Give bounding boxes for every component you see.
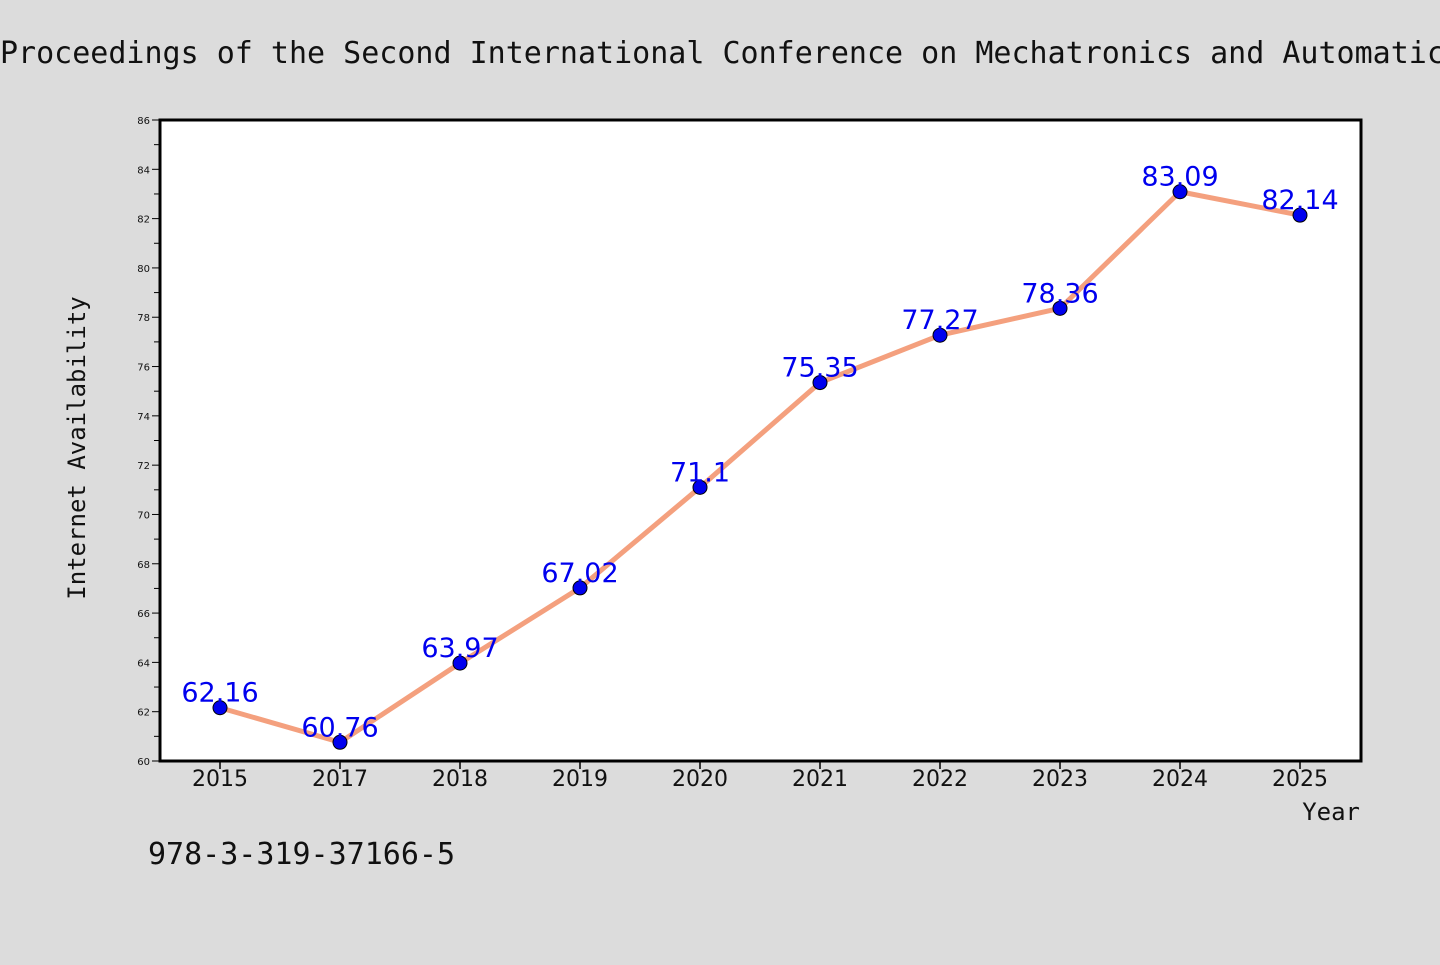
x-tick-label: 2018 — [432, 767, 488, 792]
data-label-2020: 71.1 — [670, 457, 730, 488]
data-point-2025 — [1292, 207, 1308, 223]
data-label-2018: 63.97 — [421, 633, 498, 664]
plot-area — [160, 120, 1361, 761]
data-label-2019: 67.02 — [541, 558, 618, 589]
x-tick-label: 2022 — [912, 767, 968, 792]
y-tick-label: 62 — [137, 708, 150, 719]
x-tick-label: 2021 — [792, 767, 848, 792]
series-internet-availability: 62.16 60.76 63.97 67.02 71.1 75.35 77.27 78.36 8… — [181, 162, 1339, 750]
data-label-2023: 78.36 — [1021, 278, 1098, 309]
y-tick-label: 80 — [137, 264, 150, 275]
x-tick-label: 2024 — [1152, 767, 1208, 792]
data-label-2025: 82.14 — [1261, 185, 1338, 216]
data-point-2020 — [692, 479, 708, 495]
data-point-2023 — [1052, 300, 1068, 316]
data-label-2017: 60.76 — [301, 712, 378, 743]
y-tick-label: 60 — [137, 757, 150, 768]
y-tick-label: 68 — [137, 560, 150, 571]
y-tick-label: 70 — [137, 510, 150, 521]
data-point-2018 — [452, 655, 468, 671]
y-axis: 60 62 64 66 68 70 72 74 76 78 80 82 84 86 — [137, 116, 160, 768]
data-label-2024: 83.09 — [1141, 162, 1218, 193]
data-point-2024 — [1172, 184, 1188, 200]
x-tick-label: 2025 — [1272, 767, 1328, 792]
y-tick-label: 86 — [137, 116, 150, 127]
x-tick-label: 2020 — [672, 767, 728, 792]
y-tick-label: 66 — [137, 609, 150, 620]
x-tick-label: 2015 — [192, 767, 248, 792]
data-point-2015 — [212, 700, 228, 716]
y-axis-label: Internet Availability — [63, 296, 91, 599]
data-label-2022: 77.27 — [901, 305, 978, 336]
y-tick-label: 76 — [137, 363, 150, 374]
data-point-2019 — [572, 580, 588, 596]
plot-frame — [158, 118, 1363, 763]
series-line — [217, 189, 1303, 745]
data-label-2021: 75.35 — [781, 353, 858, 384]
y-tick-label: 74 — [137, 412, 150, 423]
x-tick-label: 2019 — [552, 767, 608, 792]
y-tick-label: 72 — [137, 461, 150, 472]
x-tick-label: 2017 — [312, 767, 368, 792]
data-label-2015: 62.16 — [181, 678, 258, 709]
y-tick-label: 84 — [137, 165, 150, 176]
x-axis-label: Year — [1302, 798, 1360, 826]
data-point-2021 — [812, 375, 828, 391]
y-tick-label: 82 — [137, 215, 150, 226]
chart-title: Proceedings of the Second International … — [0, 36, 1440, 71]
data-point-2017 — [332, 734, 348, 750]
data-point-2022 — [932, 327, 948, 343]
x-axis: 2015 2017 2018 2019 2020 2021 2022 2023 2024 2025 — [192, 761, 1328, 792]
footer-isbn: 978-3-319-37166-5 — [148, 837, 455, 872]
x-tick-label: 2023 — [1032, 767, 1088, 792]
y-tick-label: 78 — [137, 313, 150, 324]
y-tick-label: 64 — [137, 658, 150, 669]
